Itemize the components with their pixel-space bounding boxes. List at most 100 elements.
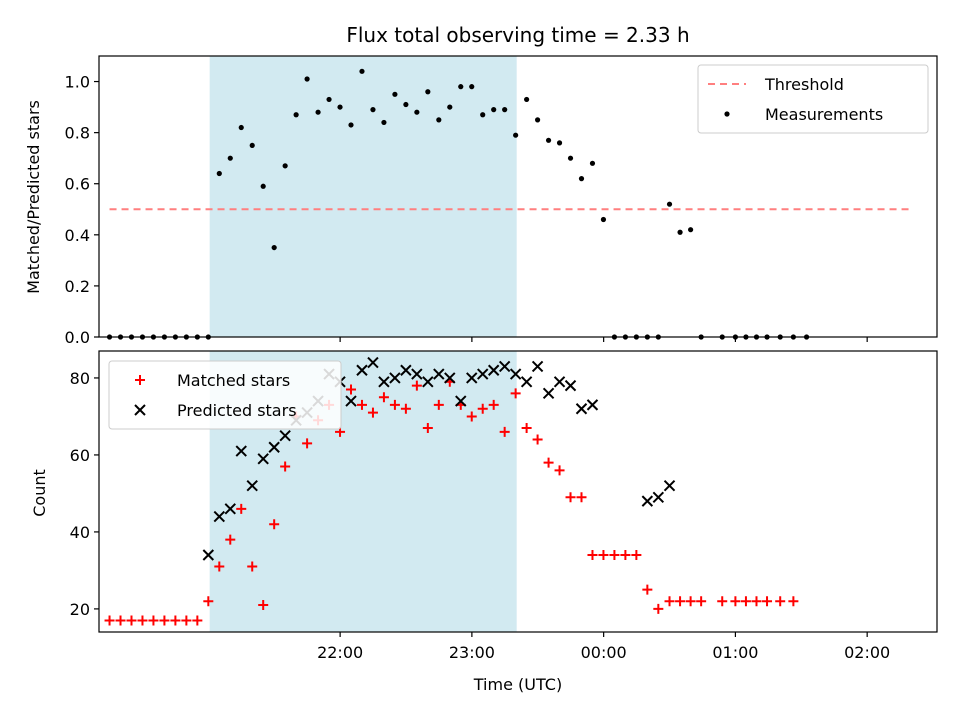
matched-point bbox=[609, 550, 620, 561]
measurement-point bbox=[502, 107, 508, 113]
matched-point bbox=[775, 596, 786, 607]
measurement-point bbox=[458, 84, 464, 90]
matched-point bbox=[346, 384, 357, 395]
legend-predicted-label: Predicted stars bbox=[177, 401, 297, 420]
matched-point bbox=[192, 615, 203, 626]
matched-point bbox=[740, 596, 751, 607]
measurement-point bbox=[513, 132, 519, 138]
measurement-point bbox=[304, 76, 310, 82]
matched-point bbox=[126, 615, 137, 626]
top-panel: 0.0 0.2 0.4 0.6 0.8 1.0 Threshold Measurements bbox=[65, 55, 938, 347]
measurement-point bbox=[677, 229, 683, 235]
measurement-point bbox=[161, 334, 168, 340]
measurement-point bbox=[260, 183, 266, 189]
legend-threshold-label: Threshold bbox=[764, 75, 844, 94]
measurement-point bbox=[698, 334, 704, 340]
matched-point bbox=[389, 399, 400, 410]
measurement-point bbox=[655, 334, 661, 340]
matched-point bbox=[788, 596, 799, 607]
predicted-point bbox=[531, 360, 544, 373]
x-tick-label: 02:00 bbox=[844, 643, 890, 662]
predicted-point bbox=[202, 549, 215, 561]
matched-point bbox=[214, 561, 225, 572]
measurement-point bbox=[777, 334, 783, 340]
legend-predicted-swatch bbox=[134, 404, 146, 416]
measurement-point bbox=[414, 109, 420, 115]
predicted-point bbox=[279, 429, 291, 442]
matched-point bbox=[115, 615, 126, 626]
predicted-point bbox=[663, 480, 676, 492]
legend-measurement-label: Measurements bbox=[765, 105, 883, 124]
measurement-point bbox=[117, 334, 124, 340]
y-tick-label: 0.4 bbox=[65, 226, 90, 245]
matched-point bbox=[642, 584, 653, 595]
measurement-point bbox=[491, 107, 497, 113]
matched-point bbox=[247, 561, 258, 572]
matched-point bbox=[730, 596, 741, 607]
measurement-point bbox=[447, 104, 453, 110]
y-tick-label: 1.0 bbox=[65, 73, 90, 92]
measurement-point bbox=[743, 334, 749, 340]
chart-title: Flux total observing time = 2.33 h bbox=[346, 23, 689, 47]
predicted-point bbox=[213, 510, 226, 523]
measurement-point bbox=[348, 122, 354, 128]
measurement-point bbox=[803, 334, 810, 340]
predicted-point bbox=[542, 387, 555, 400]
predicted-point bbox=[356, 364, 368, 376]
matched-point bbox=[302, 438, 313, 449]
matched-point bbox=[104, 615, 115, 626]
predicted-point bbox=[520, 376, 533, 388]
y-tick-label: 0.2 bbox=[65, 277, 90, 296]
matched-point bbox=[356, 399, 367, 410]
predicted-point bbox=[444, 372, 456, 384]
matched-point bbox=[170, 615, 181, 626]
measurement-point bbox=[128, 334, 135, 340]
matched-point bbox=[400, 403, 411, 414]
predicted-point bbox=[487, 364, 500, 376]
matched-point bbox=[685, 596, 696, 607]
x-tick-label: 01:00 bbox=[712, 643, 758, 662]
measurement-point bbox=[106, 334, 113, 340]
predicted-point bbox=[411, 368, 423, 380]
predicted-point bbox=[224, 503, 236, 515]
predicted-point bbox=[345, 395, 357, 407]
measurement-point bbox=[764, 334, 770, 340]
measurement-point bbox=[600, 216, 607, 223]
predicted-point bbox=[235, 445, 247, 457]
measurement-point bbox=[183, 334, 189, 340]
predicted-point bbox=[553, 376, 566, 388]
matched-point bbox=[620, 550, 631, 561]
predicted-point bbox=[652, 491, 665, 503]
matched-point bbox=[717, 596, 728, 607]
measurement-point bbox=[370, 107, 376, 113]
matched-point bbox=[433, 399, 444, 410]
matched-point bbox=[181, 615, 192, 626]
measurement-point bbox=[578, 176, 585, 182]
predicted-point bbox=[498, 360, 511, 373]
matched-point bbox=[499, 426, 510, 437]
measurement-point bbox=[315, 109, 321, 115]
matched-point bbox=[521, 422, 532, 433]
measurement-point bbox=[392, 91, 398, 97]
predicted-point bbox=[466, 372, 478, 384]
measurement-point bbox=[732, 334, 739, 340]
predicted-point bbox=[246, 480, 258, 492]
y-tick-label: 0.0 bbox=[65, 328, 90, 347]
legend-box bbox=[108, 360, 342, 430]
plot-frame bbox=[98, 350, 938, 633]
matched-point bbox=[762, 596, 773, 607]
predicted-point bbox=[378, 376, 390, 388]
predicted-point bbox=[509, 368, 522, 380]
x-tick-label: 23:00 bbox=[449, 643, 495, 662]
measurement-point bbox=[205, 334, 211, 340]
matched-point bbox=[653, 603, 664, 614]
measurement-point bbox=[249, 142, 255, 149]
matched-point bbox=[280, 461, 291, 472]
matched-point bbox=[466, 411, 477, 422]
measurement-point bbox=[534, 117, 541, 123]
bottom-panel: 20 40 60 80 22:00 23:00 00:00 01:00 02:00 Matched… bbox=[70, 350, 938, 662]
matched-point bbox=[532, 434, 543, 445]
predicted-point bbox=[389, 372, 401, 384]
measurement-point bbox=[567, 155, 574, 161]
matched-point bbox=[269, 519, 280, 530]
